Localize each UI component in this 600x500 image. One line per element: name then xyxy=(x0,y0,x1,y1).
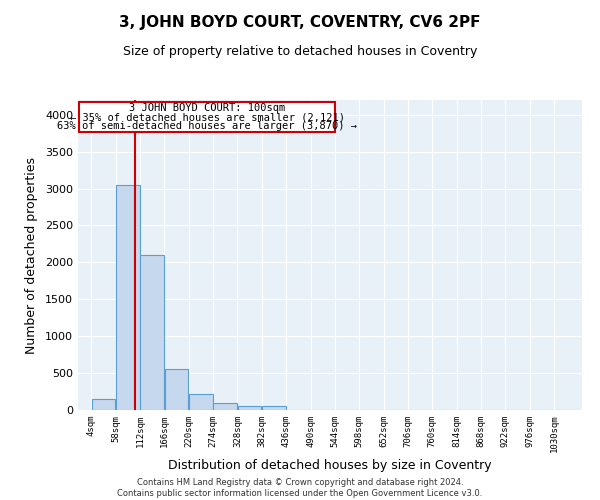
Bar xyxy=(116,185,140,410)
Text: 3 JOHN BOYD COURT: 100sqm: 3 JOHN BOYD COURT: 100sqm xyxy=(129,104,285,114)
Bar xyxy=(262,406,286,410)
X-axis label: Distribution of detached houses by size in Coventry: Distribution of detached houses by size … xyxy=(168,460,492,472)
Text: ← 35% of detached houses are smaller (2,121): ← 35% of detached houses are smaller (2,… xyxy=(70,112,344,122)
Text: 3, JOHN BOYD COURT, COVENTRY, CV6 2PF: 3, JOHN BOYD COURT, COVENTRY, CV6 2PF xyxy=(119,15,481,30)
Bar xyxy=(238,406,262,410)
Text: 63% of semi-detached houses are larger (3,870) →: 63% of semi-detached houses are larger (… xyxy=(57,122,357,132)
Bar xyxy=(214,402,237,410)
Text: Contains HM Land Registry data © Crown copyright and database right 2024.
Contai: Contains HM Land Registry data © Crown c… xyxy=(118,478,482,498)
Text: Size of property relative to detached houses in Coventry: Size of property relative to detached ho… xyxy=(123,45,477,58)
Bar xyxy=(189,394,213,410)
Bar xyxy=(165,370,188,410)
Bar xyxy=(92,399,115,410)
Bar xyxy=(140,255,164,410)
Y-axis label: Number of detached properties: Number of detached properties xyxy=(25,156,38,354)
FancyBboxPatch shape xyxy=(79,102,335,132)
